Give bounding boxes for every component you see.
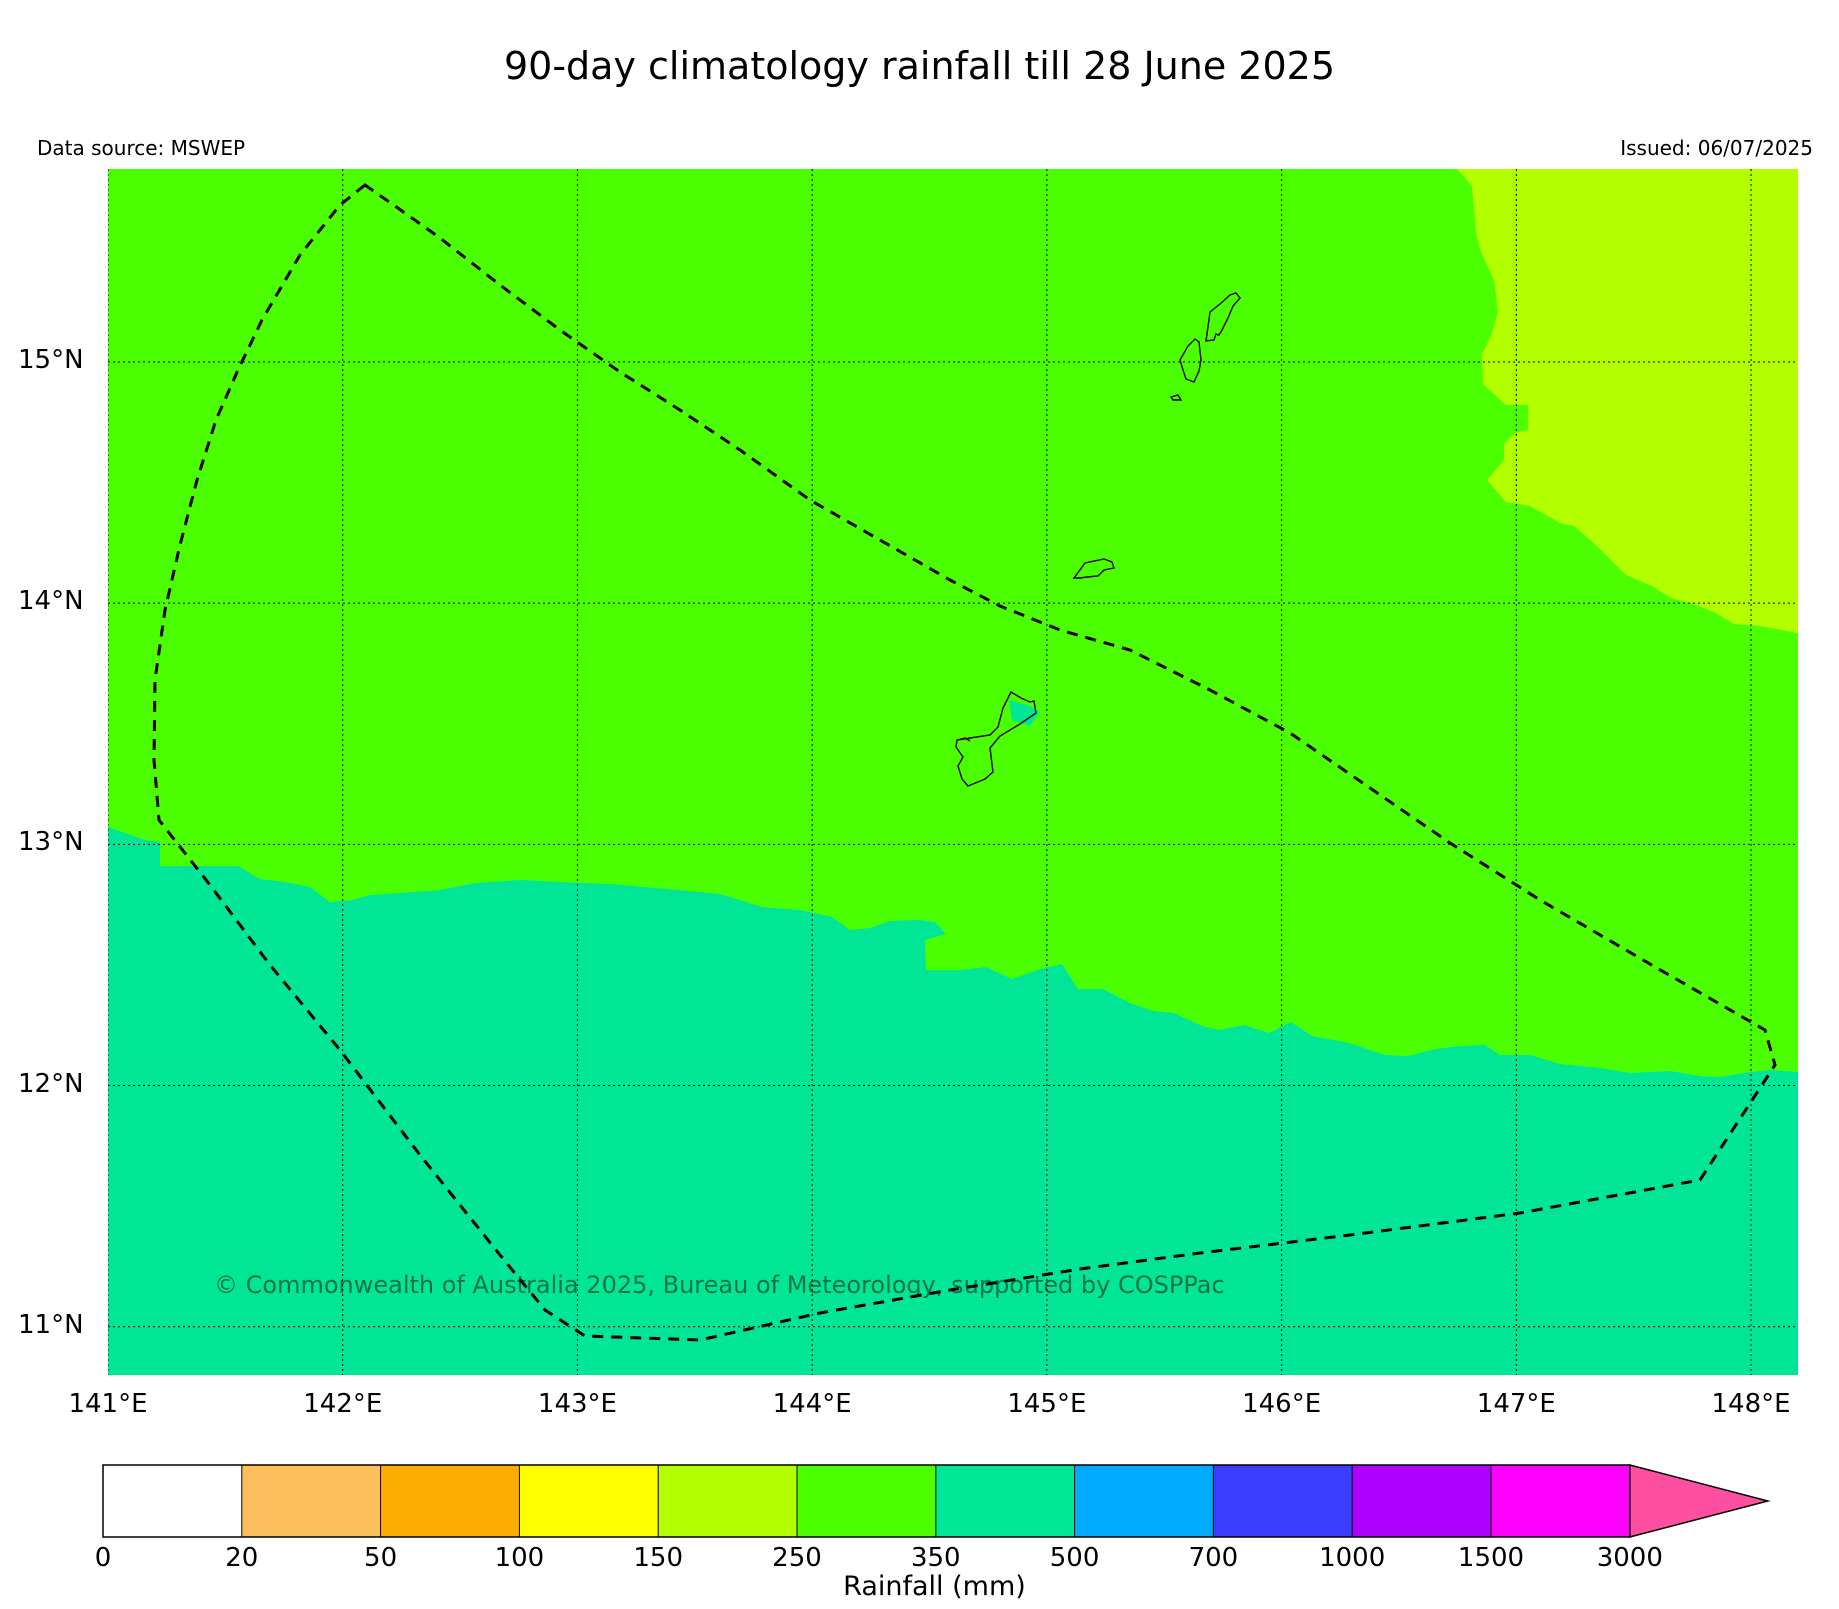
lat-tick-label: 12°N — [18, 1068, 84, 1099]
colorbar-segment — [797, 1465, 936, 1537]
eez-boundary — [152, 183, 1777, 1342]
colorbar-segment — [103, 1465, 242, 1537]
colorbar-segment — [519, 1465, 659, 1537]
data-source: Data source: MSWEP — [37, 136, 246, 160]
colorbar-tick-label: 500 — [1049, 1543, 1100, 1573]
colorbar-tick-label: 20 — [225, 1543, 259, 1573]
rota-island — [1072, 558, 1115, 579]
colorbar-tick-label: 700 — [1188, 1543, 1239, 1573]
colorbar-tick-label: 50 — [364, 1543, 398, 1573]
colorbar-segment — [1074, 1465, 1214, 1537]
lon-tick-label: 146°E — [1242, 1389, 1322, 1419]
lon-tick-label: 144°E — [772, 1389, 852, 1419]
colorbar-segment — [935, 1465, 1075, 1537]
copyright-note: © Commonwealth of Australia 2025, Bureau… — [214, 1271, 1225, 1299]
region-350-500 — [108, 827, 1798, 1375]
colorbar-tick-label: 250 — [772, 1543, 822, 1573]
colorbar-frame — [102, 1464, 1631, 1538]
colorbar — [102, 1464, 1771, 1538]
colorbar-extend-arrow — [1629, 1464, 1771, 1538]
tinian-island — [1169, 394, 1183, 401]
colorbar-tick-label: 100 — [494, 1543, 545, 1573]
colorbar-segment — [241, 1465, 381, 1537]
region-150-250 — [1457, 169, 1798, 633]
lon-tick-label: 145°E — [1007, 1389, 1087, 1419]
issued-date: Issued: 06/07/2025 — [1620, 136, 1813, 160]
lon-tick-label: 141°E — [68, 1389, 148, 1419]
lat-tick-label: 13°N — [18, 827, 84, 858]
colorbar-segment — [380, 1465, 520, 1537]
colorbar-tick-label: 3000 — [1596, 1543, 1663, 1573]
lat-tick-label: 11°N — [18, 1309, 84, 1340]
colorbar-tick-label: 1000 — [1319, 1543, 1386, 1573]
chart-title: 90-day climatology rainfall till 28 June… — [503, 44, 1336, 88]
lat-tick-label: 15°N — [18, 344, 84, 375]
colorbar-label: Rainfall (mm) — [843, 1571, 1026, 1602]
guam-island — [955, 691, 1037, 787]
colorbar-segment — [1491, 1465, 1630, 1537]
lon-tick-label: 147°E — [1476, 1389, 1556, 1419]
colorbar-segment — [658, 1465, 797, 1537]
colorbar-tick-label: 1500 — [1457, 1543, 1525, 1573]
saipan-north-island — [1205, 292, 1241, 342]
colorbar-tick-label: 0 — [94, 1543, 112, 1573]
lat-tick-label: 14°N — [18, 586, 84, 617]
colorbar-tick-label: 350 — [910, 1543, 961, 1573]
lon-tick-label: 143°E — [537, 1389, 617, 1419]
colorbar-segment — [1213, 1465, 1353, 1537]
gridlines — [108, 169, 1798, 1375]
saipan-island — [1179, 338, 1202, 383]
colorbar-tick-label: 150 — [633, 1543, 683, 1573]
colorbar-segment — [1352, 1465, 1491, 1537]
lon-tick-label: 148°E — [1711, 1389, 1791, 1419]
guam-patch-350-500 — [1009, 700, 1040, 726]
lon-tick-label: 142°E — [303, 1389, 383, 1419]
island-outlines — [955, 292, 1241, 787]
